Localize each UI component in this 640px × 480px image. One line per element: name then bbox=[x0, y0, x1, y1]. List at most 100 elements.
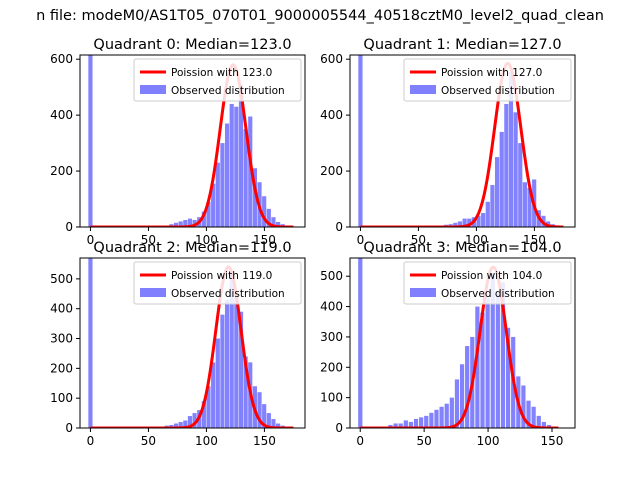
histogram-bar bbox=[495, 291, 500, 428]
histogram-bar bbox=[531, 406, 536, 428]
histogram-bar bbox=[465, 346, 470, 428]
x-tick-label: 100 bbox=[195, 434, 218, 448]
histogram-bar bbox=[481, 213, 486, 227]
x-tick-label: 50 bbox=[411, 233, 426, 247]
chart-panel-3: 0 50 100 150 0 100 200 300 400 500 Quadrant 3: Med… bbox=[320, 240, 576, 448]
x-tick-label: 50 bbox=[141, 434, 156, 448]
histogram-bar bbox=[173, 423, 179, 428]
legend-box bbox=[133, 261, 302, 305]
histogram-bar bbox=[494, 157, 500, 227]
x-tick-label: 50 bbox=[417, 434, 432, 448]
histogram-bar bbox=[215, 338, 220, 428]
axes-frame bbox=[79, 257, 306, 429]
histogram-bar bbox=[513, 112, 518, 227]
y-tick-label: 400 bbox=[50, 302, 73, 316]
histogram-bar bbox=[393, 423, 398, 428]
x-tick-label: 100 bbox=[195, 233, 218, 247]
histogram-bar bbox=[541, 421, 546, 428]
panel-title: Quadrant 0: Median=123.0 bbox=[93, 37, 291, 53]
histogram-bar bbox=[358, 55, 363, 227]
poisson-curve-line bbox=[359, 265, 560, 428]
histogram-bar bbox=[211, 183, 216, 227]
x-tick-label: 100 bbox=[465, 233, 488, 247]
x-tick-label: 0 bbox=[87, 233, 95, 247]
histogram-bar bbox=[457, 221, 463, 227]
histogram-bar bbox=[262, 404, 267, 428]
histogram-bar bbox=[518, 143, 523, 227]
legend-entry-line: Poission with 104.0 bbox=[441, 270, 542, 282]
y-tick-label: 400 bbox=[320, 108, 343, 122]
histogram-bar bbox=[475, 306, 480, 428]
histogram-bar bbox=[224, 123, 230, 227]
legend-bar-swatch bbox=[410, 288, 436, 297]
histogram-bar bbox=[276, 423, 281, 428]
histogram-bar bbox=[403, 420, 408, 428]
y-tick-label: 0 bbox=[335, 421, 343, 435]
histogram-bar bbox=[449, 397, 454, 428]
histogram-bar bbox=[243, 356, 248, 428]
histogram-bar bbox=[88, 258, 93, 428]
histogram-bar bbox=[178, 221, 183, 227]
legend-entry-hist: Observed distribution bbox=[441, 288, 555, 300]
chart-panel-1: 0 50 100 150 0 200 400 600 Quadrant 1: Median=12… bbox=[320, 37, 576, 247]
histogram-bar bbox=[419, 417, 424, 428]
histogram-bar bbox=[398, 423, 403, 428]
histogram-bar bbox=[271, 217, 276, 227]
axes-frame bbox=[349, 257, 576, 429]
histogram-bar bbox=[229, 272, 234, 428]
legend-entry-hist: Observed distribution bbox=[441, 85, 555, 97]
x-tick-label: 0 bbox=[87, 434, 95, 448]
axes-frame bbox=[349, 54, 576, 228]
panel-title: Quadrant 1: Median=127.0 bbox=[363, 37, 561, 53]
histogram-bar bbox=[229, 103, 234, 227]
y-tick-label: 200 bbox=[50, 164, 73, 178]
y-tick-label: 200 bbox=[320, 360, 343, 374]
histogram-bar bbox=[485, 201, 490, 227]
histogram-bar bbox=[536, 415, 541, 428]
y-tick-label: 0 bbox=[65, 220, 73, 234]
y-tick-label: 600 bbox=[320, 52, 343, 66]
histogram-bar bbox=[504, 103, 509, 227]
histogram-bar bbox=[444, 403, 449, 428]
histogram-bar bbox=[439, 406, 444, 428]
histogram-bar bbox=[424, 415, 429, 428]
histogram-bar bbox=[173, 222, 179, 227]
panel-title: Quadrant 3: Median=104.0 bbox=[363, 240, 561, 256]
histogram-bar bbox=[276, 221, 281, 227]
histogram-bar bbox=[459, 364, 465, 428]
histogram-bar bbox=[467, 218, 472, 227]
legend-bar-swatch bbox=[140, 288, 166, 297]
y-tick-label: 0 bbox=[335, 220, 343, 234]
histogram-bar bbox=[453, 222, 458, 227]
y-tick-label: 100 bbox=[50, 391, 73, 405]
plot-area bbox=[88, 258, 295, 428]
y-tick-label: 200 bbox=[320, 164, 343, 178]
histogram-bar bbox=[266, 413, 271, 428]
legend: Poission with 119.0 Observed distribution bbox=[133, 261, 302, 305]
histogram-bar bbox=[252, 168, 257, 227]
x-tick-label: 150 bbox=[253, 434, 276, 448]
legend-box bbox=[403, 261, 572, 305]
legend-bar-swatch bbox=[140, 85, 166, 94]
histogram-bar bbox=[546, 424, 552, 428]
histogram-bar bbox=[88, 55, 93, 227]
chart-panel-0: 0 50 100 150 0 200 400 600 Quadrant 0: Median=12… bbox=[50, 37, 306, 247]
y-tick-label: 400 bbox=[320, 300, 343, 314]
y-tick-label: 500 bbox=[50, 272, 73, 286]
histogram-bar bbox=[215, 162, 220, 227]
histogram-bar bbox=[201, 211, 206, 227]
histogram-bar bbox=[476, 215, 481, 227]
histogram-bar bbox=[429, 412, 434, 428]
histogram-bar bbox=[211, 362, 216, 428]
y-tick-label: 600 bbox=[50, 52, 73, 66]
legend-box bbox=[403, 58, 572, 102]
x-tick-label: 50 bbox=[141, 233, 156, 247]
histogram-bar bbox=[526, 400, 531, 428]
histogram-bar bbox=[499, 131, 504, 227]
histogram-bar bbox=[234, 106, 239, 227]
histogram-bar bbox=[527, 187, 532, 227]
histogram-bar bbox=[224, 299, 230, 428]
histogram-bar bbox=[238, 84, 244, 227]
histogram-bar bbox=[248, 116, 253, 227]
